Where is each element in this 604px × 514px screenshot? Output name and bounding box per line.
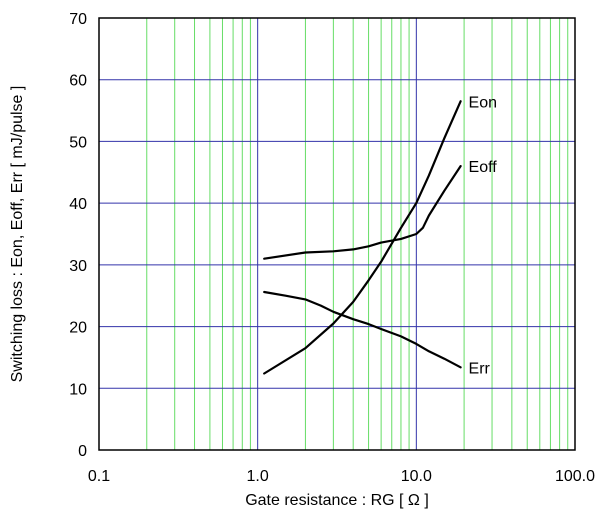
y-tick-label: 50 [69, 134, 87, 151]
y-tick-label: 30 [69, 258, 87, 275]
plot-frame [98, 17, 576, 451]
series-line-eoff [263, 165, 462, 260]
x-tick-label: 1.0 [247, 468, 269, 485]
series-line-eon [263, 100, 462, 375]
x-axis-title: Gate resistance : RG [ Ω ] [245, 492, 429, 509]
x-tick-label: 100.0 [555, 468, 595, 485]
x-tick-label: 10.0 [401, 468, 432, 485]
y-tick-label: 10 [69, 381, 87, 398]
series-label-err: Err [469, 360, 491, 377]
y-axis-title: Switching loss : Eon, Eoff, Err [ mJ/pul… [9, 86, 26, 383]
series-label-eoff: Eoff [469, 159, 498, 176]
x-tick-label: 0.1 [88, 468, 110, 485]
y-tick-label: 0 [78, 443, 87, 460]
plot-background [99, 18, 575, 450]
y-tick-label: 20 [69, 320, 87, 337]
minor-grid [146, 18, 569, 450]
series-line-err [263, 290, 462, 369]
y-tick-label: 70 [69, 11, 87, 28]
data-series [263, 100, 462, 375]
major-grid [99, 18, 575, 450]
y-tick-labels: 0 10 20 30 40 50 60 70 [69, 11, 87, 460]
series-labels: Eon Eoff Err [469, 94, 498, 377]
y-tick-label: 40 [69, 196, 87, 213]
series-label-eon: Eon [469, 94, 497, 111]
y-tick-label: 60 [69, 73, 87, 90]
x-tick-labels: 0.1 1.0 10.0 100.0 [88, 468, 595, 485]
